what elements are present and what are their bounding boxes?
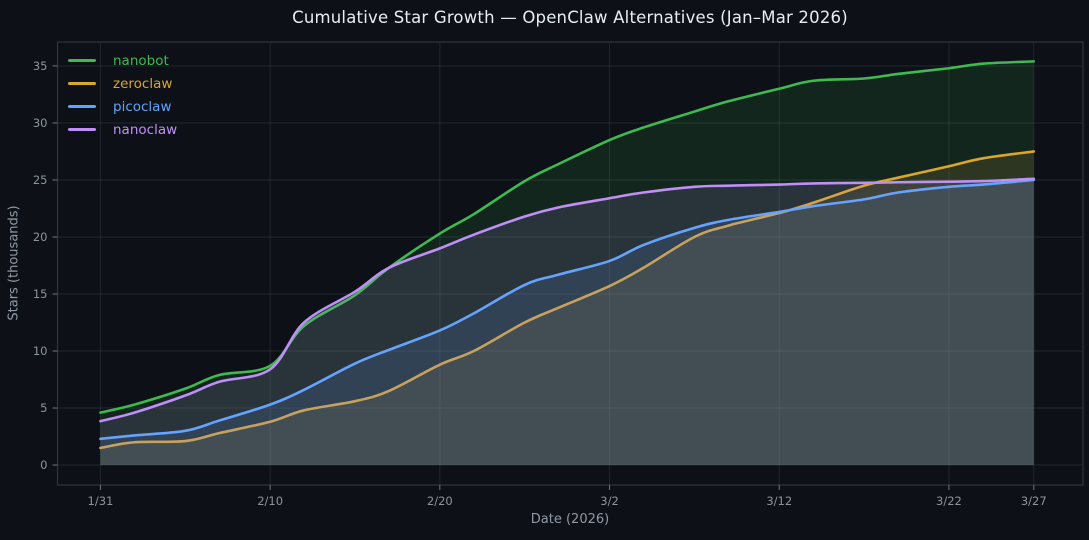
y-tick-label: 5 <box>40 401 47 415</box>
y-tick-label: 15 <box>33 287 48 301</box>
y-tick-label: 0 <box>40 458 47 472</box>
y-tick-label: 35 <box>33 59 48 73</box>
x-tick-label: 3/2 <box>600 494 619 508</box>
series-line-picoclaw <box>99 178 1036 441</box>
legend-item-picoclaw: picoclaw <box>68 95 177 118</box>
y-tick-label: 20 <box>33 230 48 244</box>
x-tick-label: 3/22 <box>936 494 962 508</box>
series-fill-picoclaw <box>100 179 1034 466</box>
y-tick-label: 10 <box>33 344 48 358</box>
legend-label: picoclaw <box>113 98 172 115</box>
x-tick-label: 2/20 <box>427 494 453 508</box>
series-fill-nanoclaw <box>100 178 1034 466</box>
legend-line-swatch <box>68 105 96 108</box>
y-tick-label: 25 <box>33 173 48 187</box>
plot-border <box>56 41 1084 486</box>
legend-item-nanoclaw: nanoclaw <box>68 118 177 141</box>
legend-label: zeroclaw <box>113 75 173 92</box>
legend-label: nanobot <box>113 52 169 69</box>
legend-item-zeroclaw: zeroclaw <box>68 72 177 95</box>
x-tick-label: 2/10 <box>257 494 283 508</box>
x-axis-label: Date (2026) <box>530 512 610 527</box>
y-tick-label: 30 <box>33 116 48 130</box>
series-line-nanobot <box>99 60 1036 414</box>
x-tick-label: 3/27 <box>1021 494 1047 508</box>
series-fill-zeroclaw <box>100 151 1034 466</box>
legend-item-nanobot: nanobot <box>68 49 177 72</box>
legend-label: nanoclaw <box>113 121 178 138</box>
y-axis-label: Stars (thousands) <box>6 205 22 321</box>
series-fill-nanobot <box>100 61 1034 466</box>
x-tick-label: 3/12 <box>766 494 792 508</box>
chart-legend: nanobot zeroclaw picoclaw nanoclaw <box>68 49 177 141</box>
x-tick-label: 1/31 <box>88 494 114 508</box>
legend-line-swatch <box>68 128 96 131</box>
legend-line-swatch <box>68 59 96 62</box>
series-line-nanoclaw <box>99 177 1036 423</box>
legend-line-swatch <box>68 82 96 85</box>
chart-title: Cumulative Star Growth — OpenClaw Altern… <box>292 8 848 27</box>
